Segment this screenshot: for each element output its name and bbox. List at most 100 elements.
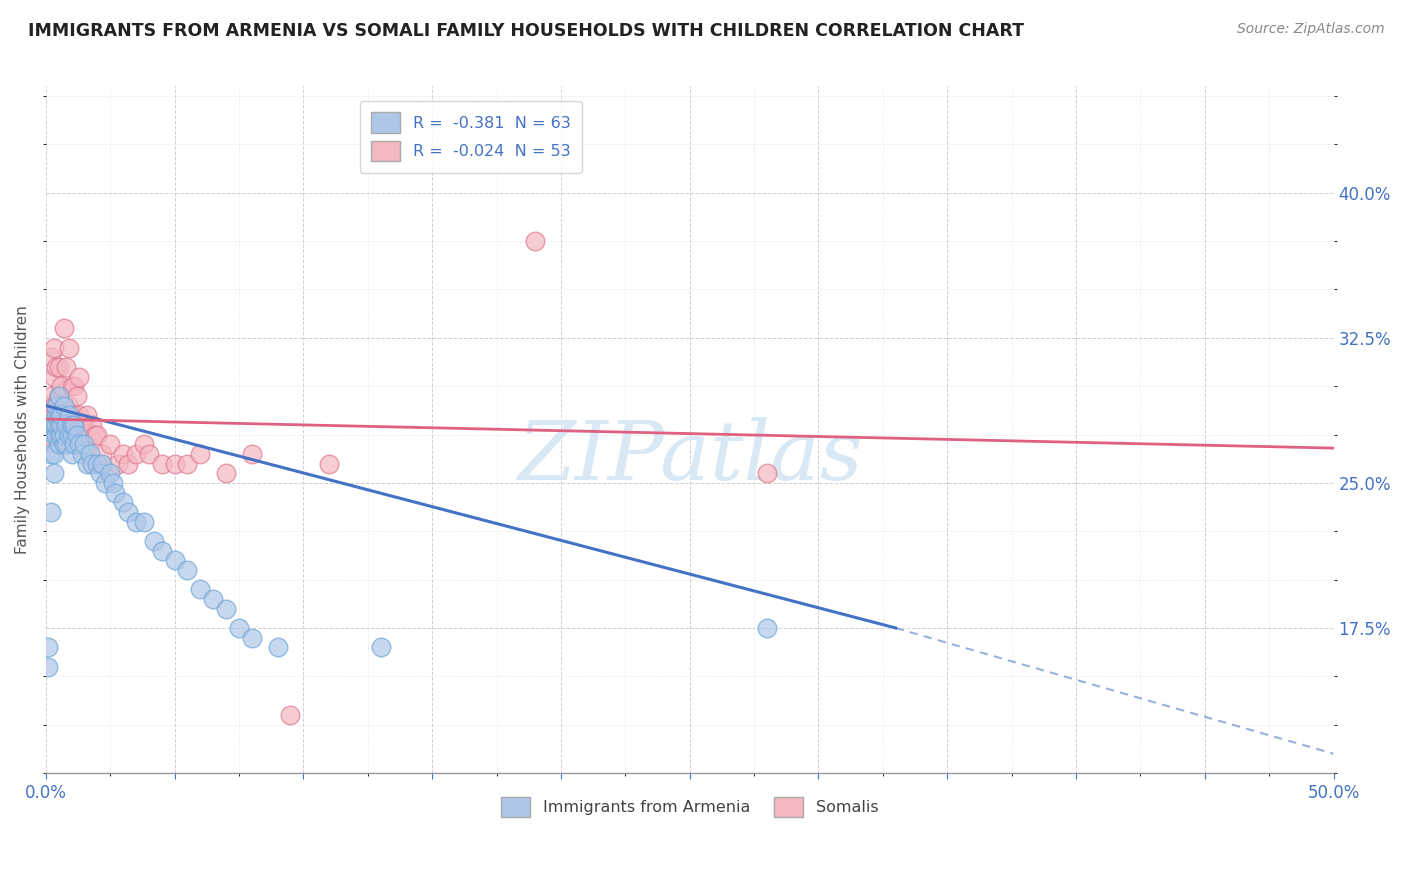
Point [107, 457, 129, 471]
Point [66, 389, 89, 403]
Point [42, 399, 65, 413]
Y-axis label: Family Households with Children: Family Households with Children [15, 305, 30, 554]
Point [117, 505, 139, 519]
Point [55, 417, 77, 432]
Point [58, 427, 80, 442]
Point [524, 234, 547, 248]
Point [48, 417, 70, 432]
Point [45, 417, 67, 432]
Point [45, 399, 67, 413]
Point [63, 379, 86, 393]
Point [66, 417, 89, 432]
Point [52, 321, 75, 335]
Point [52, 437, 75, 451]
Point [55, 408, 77, 422]
Point [37, 427, 59, 442]
Point [70, 417, 93, 432]
Point [55, 437, 77, 451]
Point [48, 417, 70, 432]
Point [37, 399, 59, 413]
Point [228, 621, 250, 635]
Point [52, 408, 75, 422]
Point [138, 447, 160, 461]
Point [132, 437, 155, 451]
Point [67, 437, 90, 451]
Point [176, 563, 198, 577]
Point [240, 447, 263, 461]
Point [240, 631, 263, 645]
Point [51, 417, 73, 432]
Point [76, 408, 98, 422]
Point [48, 437, 70, 451]
Point [42, 467, 65, 481]
Point [58, 399, 80, 413]
Point [82, 457, 104, 471]
Point [52, 427, 75, 442]
Point [370, 640, 392, 655]
Point [143, 533, 166, 548]
Point [45, 399, 67, 413]
Point [132, 515, 155, 529]
Point [60, 417, 83, 432]
Point [755, 467, 778, 481]
Point [58, 341, 80, 355]
Point [176, 457, 198, 471]
Point [94, 475, 117, 490]
Point [89, 467, 111, 481]
Point [163, 553, 186, 567]
Point [163, 457, 186, 471]
Point [39, 389, 62, 403]
Point [86, 457, 108, 471]
Text: ZIPatlas: ZIPatlas [517, 417, 862, 497]
Point [101, 475, 124, 490]
Point [280, 708, 302, 723]
Point [45, 359, 67, 374]
Point [37, 640, 59, 655]
Point [150, 543, 173, 558]
Point [48, 389, 70, 403]
Text: Source: ZipAtlas.com: Source: ZipAtlas.com [1237, 22, 1385, 37]
Point [125, 515, 148, 529]
Point [48, 427, 70, 442]
Point [63, 437, 86, 451]
Point [76, 457, 98, 471]
Point [98, 467, 121, 481]
Point [215, 601, 238, 615]
Point [51, 408, 73, 422]
Point [45, 408, 67, 422]
Point [98, 437, 121, 451]
Point [60, 427, 83, 442]
Point [150, 457, 173, 471]
Point [51, 427, 73, 442]
Point [86, 427, 108, 442]
Point [60, 417, 83, 432]
Text: IMMIGRANTS FROM ARMENIA VS SOMALI FAMILY HOUSEHOLDS WITH CHILDREN CORRELATION CH: IMMIGRANTS FROM ARMENIA VS SOMALI FAMILY… [28, 22, 1024, 40]
Legend: Immigrants from Armenia, Somalis: Immigrants from Armenia, Somalis [495, 790, 884, 823]
Point [39, 505, 62, 519]
Point [318, 457, 340, 471]
Point [39, 350, 62, 364]
Point [67, 408, 90, 422]
Point [202, 592, 225, 607]
Point [755, 621, 778, 635]
Point [37, 659, 59, 673]
Point [42, 341, 65, 355]
Point [52, 399, 75, 413]
Point [91, 457, 114, 471]
Point [42, 417, 65, 432]
Point [42, 427, 65, 442]
Point [73, 437, 96, 451]
Point [66, 427, 89, 442]
Point [266, 640, 288, 655]
Point [79, 427, 101, 442]
Point [42, 369, 65, 384]
Point [39, 417, 62, 432]
Point [48, 389, 70, 403]
Point [42, 447, 65, 461]
Point [51, 379, 73, 393]
Point [117, 457, 139, 471]
Point [215, 467, 238, 481]
Point [39, 447, 62, 461]
Point [112, 495, 135, 509]
Point [82, 417, 104, 432]
